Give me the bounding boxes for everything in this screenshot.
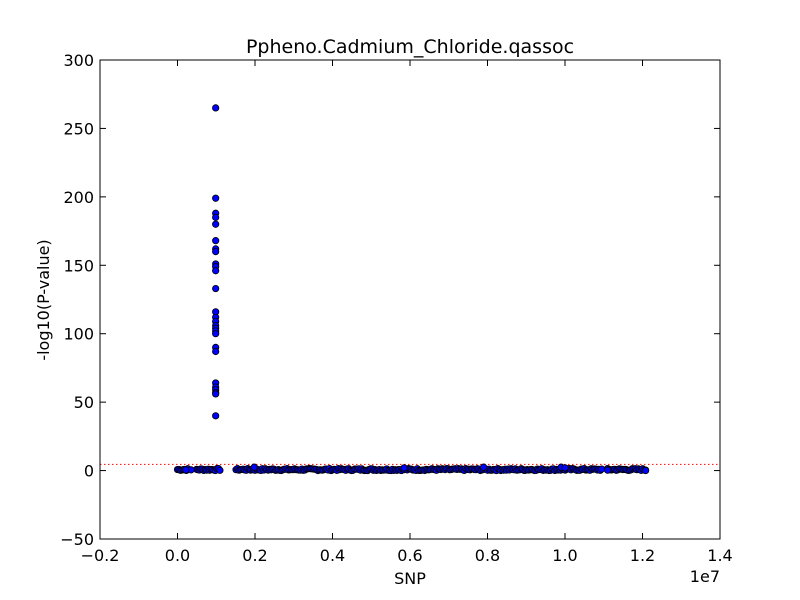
x-tick-label: 1.0 bbox=[552, 546, 577, 565]
peak-point bbox=[212, 267, 220, 275]
y-tick-label: −50 bbox=[60, 530, 94, 549]
peak-point bbox=[212, 220, 220, 228]
baseline-point bbox=[480, 463, 488, 471]
peak-point bbox=[212, 194, 220, 202]
peak-point bbox=[212, 347, 220, 356]
x-tick-label: −0.2 bbox=[81, 546, 120, 565]
ticks: −0.2 0.0 0.2 0.4 0.6 0.8 1.0 1.2 1.4 −50 0 50 100 150… bbox=[60, 51, 732, 565]
baseline-point bbox=[216, 466, 224, 474]
x-tick-label: 0.2 bbox=[242, 546, 267, 565]
x-tick-label: 0.0 bbox=[165, 546, 190, 565]
x-axis-label: SNP bbox=[394, 569, 426, 588]
y-tick-label: 50 bbox=[74, 393, 94, 412]
x-axis-offset-label: 1e7 bbox=[690, 567, 720, 586]
y-tick-label: 100 bbox=[63, 325, 94, 344]
baseline-point bbox=[182, 466, 190, 474]
y-tick-label: 250 bbox=[63, 119, 94, 138]
baseline-point bbox=[598, 465, 606, 473]
x-tick-label: 0.4 bbox=[320, 546, 345, 565]
peak-point bbox=[212, 248, 220, 256]
y-axis-label: -log10(P-value) bbox=[34, 239, 53, 360]
peak-point bbox=[212, 237, 220, 245]
y-tick-label: 300 bbox=[63, 51, 94, 70]
peak-point bbox=[212, 104, 220, 112]
x-tick-label: 0.8 bbox=[475, 546, 500, 565]
baseline-point bbox=[561, 464, 569, 472]
plot-area bbox=[100, 104, 720, 475]
x-tick-label: 0.6 bbox=[397, 546, 422, 565]
peak-point bbox=[212, 412, 220, 420]
x-tick-label: 1.4 bbox=[707, 546, 732, 565]
x-tick-label: 1.2 bbox=[630, 546, 655, 565]
peak-point bbox=[212, 213, 220, 221]
y-tick-label: 150 bbox=[63, 256, 94, 275]
peak-point bbox=[212, 390, 220, 398]
chart-title: Ppheno.Cadmium_Chloride.qassoc bbox=[246, 36, 574, 58]
y-tick-label: 0 bbox=[84, 462, 94, 481]
baseline-point bbox=[604, 466, 612, 474]
y-tick-label: 200 bbox=[63, 188, 94, 207]
baseline-point bbox=[250, 463, 258, 471]
peak-point bbox=[212, 330, 220, 338]
peak-point bbox=[212, 284, 220, 293]
baseline-point bbox=[641, 466, 650, 475]
baseline-point bbox=[400, 464, 408, 472]
